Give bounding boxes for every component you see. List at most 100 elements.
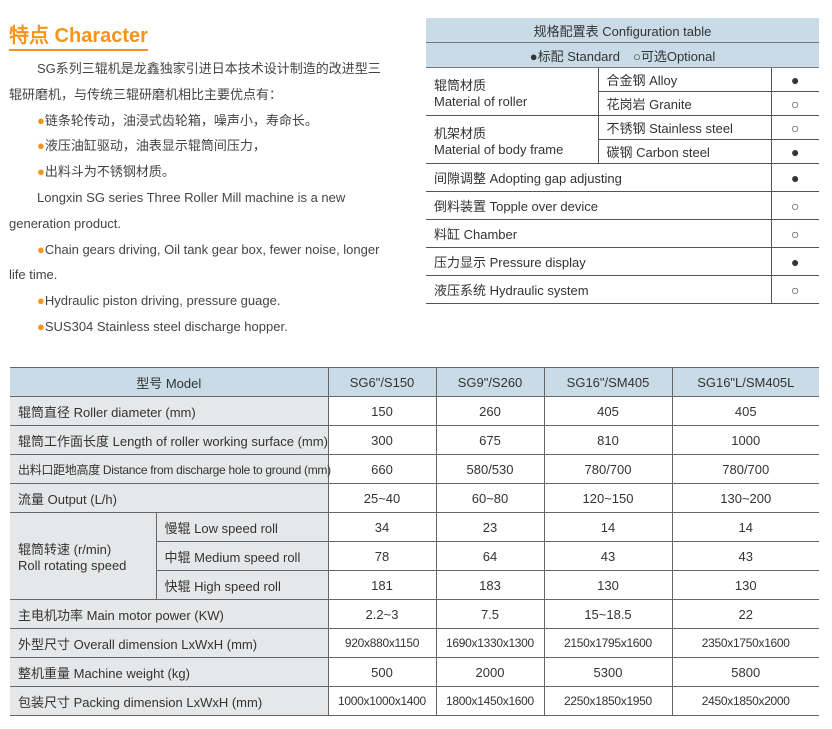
spec-value: 675 (435, 425, 544, 455)
optional-mark-icon: ○ (770, 219, 820, 248)
optional-mark-icon: ○ (770, 191, 820, 220)
option-name: 合金钢 Alloy (597, 67, 771, 92)
spec-row: 流量 Output (L/h) 25~40 60~80 120~150 130~200 (10, 483, 819, 513)
optional-mark-icon: ○ (770, 115, 820, 140)
spec-label: 辊筒工作面长度 Length of roller working surface… (10, 425, 328, 455)
spec-value: 130~200 (671, 483, 819, 513)
en-bullet: ●Chain gears driving, Oil tank gear box,… (9, 241, 380, 283)
spec-value: 2250x1850x1950 (543, 686, 672, 716)
bullet-icon: ● (37, 318, 45, 334)
option-name: 花岗岩 Granite (597, 91, 771, 116)
model-name: SG9"/S260 (435, 367, 544, 397)
bullet-icon: ● (37, 138, 45, 154)
spec-value: 2150x1795x1600 (543, 628, 672, 658)
config-legend: ●标配 Standard ○可选Optional (426, 42, 820, 68)
spec-value: 64 (435, 541, 544, 571)
zh-intro: SG系列三辊机是龙鑫独家引进日本技术设计制造的改进型三辊研磨机，与传统三辊研磨机… (9, 61, 381, 102)
model-header: 型号 Model (10, 367, 328, 397)
spec-value: 2000 (435, 657, 544, 687)
spec-row: 出料口距地高度 Distance from discharge hole to … (10, 454, 819, 484)
spec-row: 辊筒转速 (r/min) Roll rotating speed 慢辊 Low sp… (10, 512, 819, 600)
spec-value: 300 (327, 425, 436, 455)
spec-label: 中辊 Medium speed roll (155, 541, 328, 571)
spec-value: 14 (671, 512, 819, 542)
spec-value: 1000x1000x1400 (327, 686, 436, 716)
spec-value: 15~18.5 (543, 599, 672, 629)
spec-value: 7.5 (435, 599, 544, 629)
spec-row: 整机重量 Machine weight (kg) 500 2000 5300 5800 (10, 657, 819, 687)
spec-value: 23 (435, 512, 544, 542)
spec-value: 183 (435, 570, 544, 600)
item-name: 间隙调整 Adopting gap adjusting (426, 163, 771, 192)
spec-value: 14 (543, 512, 672, 542)
item-name: 液压系统 Hydraulic system (426, 275, 771, 304)
group-label: 机架材质 Material of body frame (426, 115, 598, 164)
spec-value: 1000 (671, 425, 819, 455)
item-name: 料缸 Chamber (426, 219, 771, 248)
bullet-icon: ● (37, 164, 45, 180)
zh-bullet: ●液压油缸驱动，油表显示辊筒间压力， (37, 138, 266, 154)
spec-label: 流量 Output (L/h) (10, 483, 328, 513)
spec-value: 1690x1330x1300 (435, 628, 544, 658)
spec-row: 中辊 Medium speed roll 78 64 43 43 (10, 541, 819, 571)
spec-row: 外型尺寸 Overall dimension LxWxH (mm) 920x880… (10, 628, 819, 658)
configuration-table: 规格配置表 Configuration table ●标配 Standard ○… (426, 18, 820, 304)
standard-mark-icon: ● (770, 67, 820, 92)
character-intro: SG系列三辊机是龙鑫独家引进日本技术设计制造的改进型三辊研磨机，与传统三辊研磨机… (9, 56, 381, 340)
config-row: 液压系统 Hydraulic system ○ (426, 275, 820, 304)
spec-label: 出料口距地高度 Distance from discharge hole to … (10, 454, 331, 484)
spec-value: 780/700 (671, 454, 819, 484)
standard-mark-icon: ● (770, 247, 820, 276)
spec-value: 2350x1750x1600 (671, 628, 819, 658)
config-row: 碳钢 Carbon steel ● (426, 139, 820, 164)
spec-value: 130 (671, 570, 819, 600)
spec-value: 1800x1450x1600 (435, 686, 544, 716)
spec-value: 43 (543, 541, 672, 571)
spec-value: 181 (327, 570, 436, 600)
config-row: 花岗岩 Granite ○ (426, 91, 820, 116)
optional-mark-icon: ○ (770, 275, 820, 304)
bullet-icon: ● (37, 112, 45, 128)
spec-value: 78 (327, 541, 436, 571)
config-row: 间隙调整 Adopting gap adjusting ● (426, 163, 820, 192)
standard-mark-icon: ● (770, 163, 820, 192)
spec-row: 快辊 High speed roll 181 183 130 130 (10, 570, 819, 600)
spec-value: 25~40 (327, 483, 436, 513)
spec-value: 5800 (671, 657, 819, 687)
spec-label: 外型尺寸 Overall dimension LxWxH (mm) (10, 628, 328, 658)
spec-row: 主电机功率 Main motor power (KW) 2.2~3 7.5 15~18… (10, 599, 819, 629)
spec-value: 660 (327, 454, 436, 484)
standard-mark-icon: ● (770, 139, 820, 164)
spec-value: 920x880x1150 (327, 628, 436, 658)
spec-value: 260 (435, 396, 544, 426)
spec-value: 580/530 (435, 454, 544, 484)
config-row: 倒料装置 Topple over device ○ (426, 191, 820, 220)
spec-value: 405 (671, 396, 819, 426)
spec-value: 2450x1850x2000 (671, 686, 819, 716)
spec-row: 包装尺寸 Packing dimension LxWxH (mm) 1000x10… (10, 686, 819, 716)
group-label: 辊筒材质 Material of roller (426, 67, 598, 116)
spec-value: 780/700 (543, 454, 672, 484)
config-row: 料缸 Chamber ○ (426, 219, 820, 248)
speed-group-label: 辊筒转速 (r/min) Roll rotating speed (10, 512, 156, 600)
config-row: 压力显示 Pressure display ● (426, 247, 820, 276)
en-bullet: ●SUS304 Stainless steel discharge hopper… (37, 318, 288, 334)
zh-bullet: ●出料斗为不锈钢材质。 (37, 164, 175, 180)
specification-table: 型号 Model SG6"/S150 SG9"/S260 SG16"/SM405… (10, 367, 819, 716)
spec-value: 150 (327, 396, 436, 426)
spec-label: 快辊 High speed roll (155, 570, 328, 600)
spec-value: 22 (671, 599, 819, 629)
option-name: 不锈钢 Stainless steel (597, 115, 771, 140)
config-row: 机架材质 Material of body frame 不锈钢 Stainless… (426, 115, 820, 164)
spec-value: 43 (671, 541, 819, 571)
spec-value: 120~150 (543, 483, 672, 513)
zh-bullet: ●链条轮传动，油浸式齿轮箱，噪声小，寿命长。 (37, 112, 318, 128)
spec-value: 130 (543, 570, 672, 600)
spec-value: 405 (543, 396, 672, 426)
spec-value: 34 (327, 512, 436, 542)
config-row: 辊筒材质 Material of roller 合金钢 Alloy ● (426, 67, 820, 116)
spec-value: 810 (543, 425, 672, 455)
spec-header-row: 型号 Model SG6"/S150 SG9"/S260 SG16"/SM405… (10, 367, 819, 397)
en-bullet: ●Hydraulic piston driving, pressure guag… (37, 293, 281, 309)
model-name: SG16"/SM405 (543, 367, 672, 397)
